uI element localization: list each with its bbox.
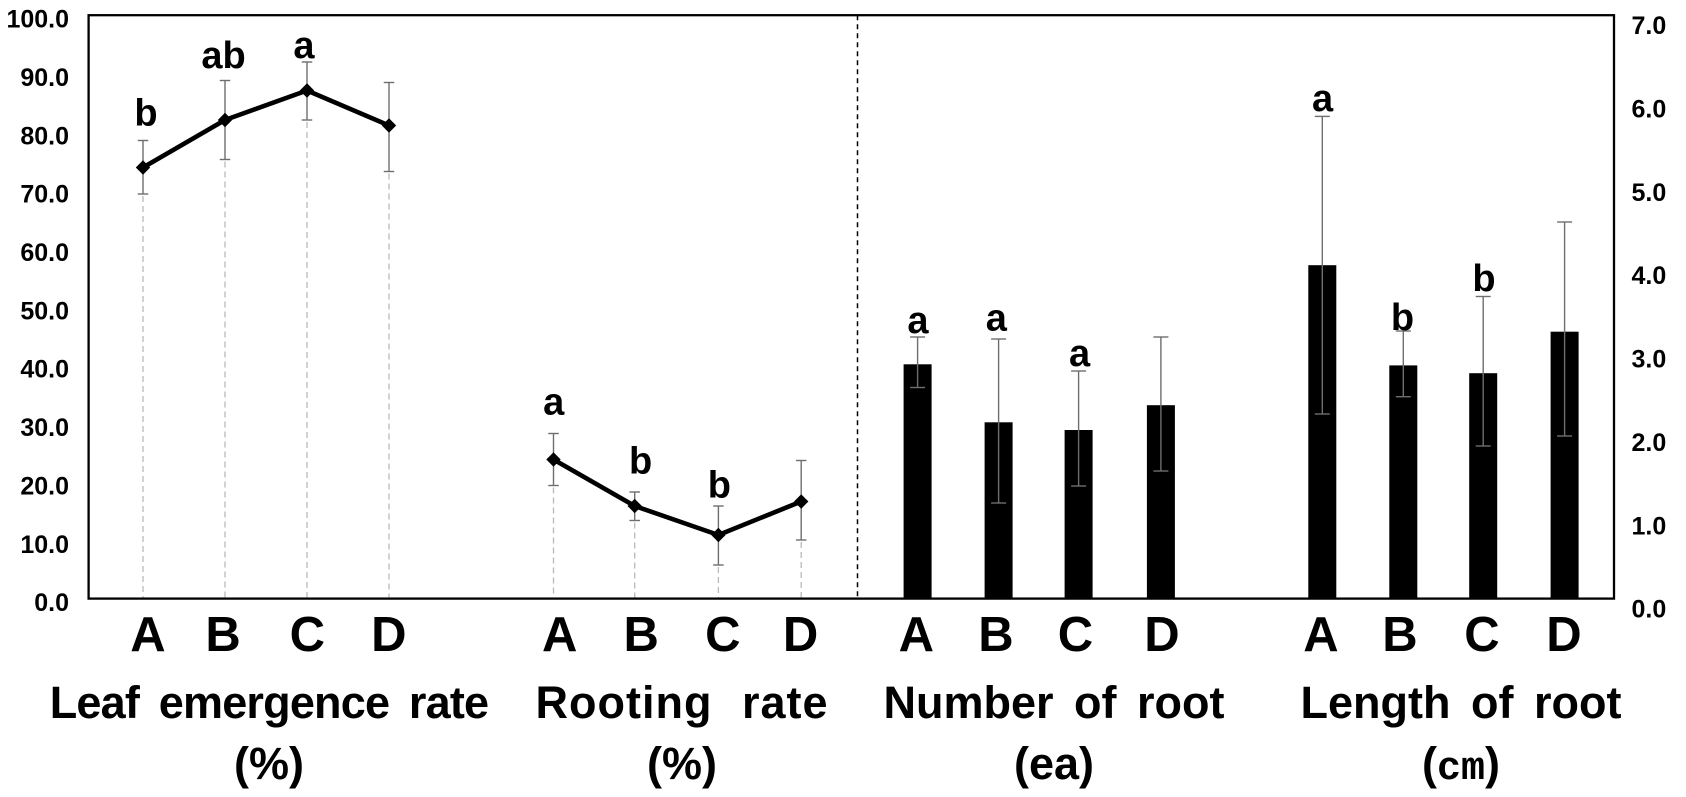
svg-text:C: C xyxy=(705,608,740,662)
svg-text:D: D xyxy=(1546,608,1581,662)
svg-text:90.0: 90.0 xyxy=(20,64,69,92)
svg-text:2.0: 2.0 xyxy=(1632,429,1667,457)
svg-text:D: D xyxy=(1144,608,1179,662)
svg-text:B: B xyxy=(978,608,1013,662)
svg-text:6.0: 6.0 xyxy=(1632,96,1667,124)
svg-text:Leaf emergence rate: Leaf emergence rate xyxy=(50,677,489,728)
svg-text:a: a xyxy=(293,25,315,67)
svg-text:Rooting rate: Rooting rate xyxy=(536,677,829,728)
svg-text:0.0: 0.0 xyxy=(1632,596,1667,624)
svg-text:(ea): (ea) xyxy=(1014,738,1094,789)
svg-text:80.0: 80.0 xyxy=(20,122,69,150)
svg-text:1.0: 1.0 xyxy=(1632,512,1667,540)
svg-text:4.0: 4.0 xyxy=(1632,262,1667,290)
svg-text:b: b xyxy=(1391,297,1414,339)
svg-text:a: a xyxy=(1069,333,1091,375)
svg-text:10.0: 10.0 xyxy=(20,531,69,559)
svg-text:Length of root: Length of root xyxy=(1301,677,1622,728)
svg-text:C: C xyxy=(290,608,325,662)
svg-text:B: B xyxy=(1382,608,1417,662)
svg-text:D: D xyxy=(371,608,406,662)
svg-text:20.0: 20.0 xyxy=(20,472,69,500)
svg-text:b: b xyxy=(1472,258,1495,300)
svg-text:A: A xyxy=(542,608,577,662)
svg-text:b: b xyxy=(708,465,731,507)
svg-text:b: b xyxy=(629,440,652,482)
svg-text:A: A xyxy=(1303,608,1338,662)
svg-text:(cm): (cm) xyxy=(1422,738,1500,792)
svg-text:40.0: 40.0 xyxy=(20,356,69,384)
svg-text:a: a xyxy=(907,300,929,342)
svg-text:A: A xyxy=(899,608,934,662)
svg-text:70.0: 70.0 xyxy=(20,181,69,209)
svg-text:a: a xyxy=(1312,78,1334,120)
svg-text:7.0: 7.0 xyxy=(1632,12,1667,40)
svg-text:B: B xyxy=(624,608,659,662)
svg-text:C: C xyxy=(1464,608,1499,662)
svg-text:30.0: 30.0 xyxy=(20,414,69,442)
svg-text:0.0: 0.0 xyxy=(34,589,69,617)
svg-text:Number of root: Number of root xyxy=(884,677,1225,728)
svg-text:b: b xyxy=(134,92,157,134)
svg-text:(%): (%) xyxy=(647,738,717,789)
svg-text:A: A xyxy=(130,608,165,662)
svg-text:60.0: 60.0 xyxy=(20,239,69,267)
svg-text:(%): (%) xyxy=(234,738,304,789)
svg-text:ab: ab xyxy=(201,35,245,77)
svg-text:a: a xyxy=(986,298,1008,340)
svg-text:5.0: 5.0 xyxy=(1632,179,1667,207)
svg-text:100.0: 100.0 xyxy=(6,6,69,34)
svg-text:B: B xyxy=(205,608,240,662)
svg-text:a: a xyxy=(543,382,565,424)
svg-text:50.0: 50.0 xyxy=(20,297,69,325)
svg-text:D: D xyxy=(783,608,818,662)
svg-text:C: C xyxy=(1058,608,1093,662)
svg-text:3.0: 3.0 xyxy=(1632,346,1667,374)
